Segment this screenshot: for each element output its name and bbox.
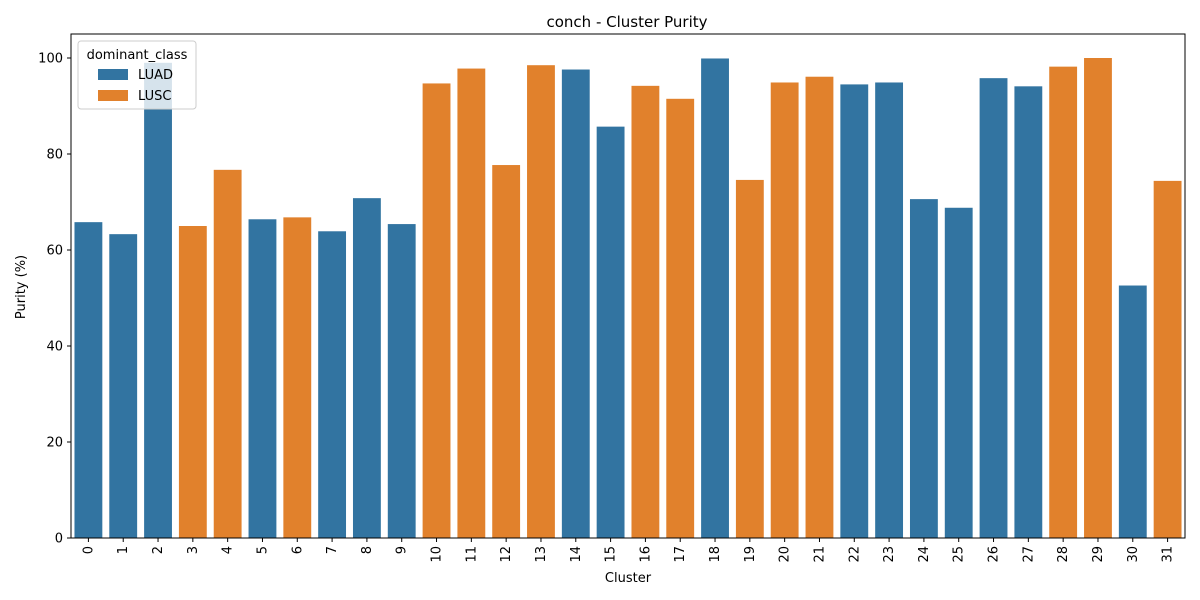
bar-cluster-6 <box>283 217 312 539</box>
bar-cluster-7 <box>318 231 347 538</box>
bars-layer <box>74 58 1182 539</box>
x-tick-label: 13 <box>534 546 549 563</box>
bar-cluster-20 <box>770 82 799 538</box>
x-tick-label: 0 <box>81 546 96 554</box>
bar-cluster-24 <box>909 199 938 538</box>
x-tick-label: 12 <box>499 546 514 563</box>
x-axis-label: Cluster <box>605 571 652 586</box>
bar-cluster-16 <box>631 85 660 538</box>
bar-cluster-22 <box>840 84 869 539</box>
x-tick-label: 16 <box>638 546 653 563</box>
bar-cluster-28 <box>1049 66 1078 538</box>
x-tick-label: 7 <box>325 546 340 554</box>
y-tick-label: 0 <box>55 532 63 547</box>
x-tick-label: 24 <box>917 546 932 563</box>
bar-cluster-30 <box>1118 285 1147 538</box>
bar-cluster-14 <box>561 69 590 539</box>
x-tick-label: 10 <box>430 546 445 563</box>
y-tick-label: 20 <box>46 436 63 451</box>
bar-cluster-23 <box>875 82 904 538</box>
y-tick-label: 60 <box>46 244 63 259</box>
bar-cluster-29 <box>1084 58 1112 538</box>
bar-cluster-31 <box>1153 180 1182 538</box>
x-tick-label: 15 <box>604 546 619 563</box>
x-tick-label: 31 <box>1161 546 1176 563</box>
x-tick-label: 28 <box>1056 546 1071 563</box>
x-tick-label: 22 <box>847 546 862 563</box>
x-tick-label: 18 <box>708 546 723 563</box>
x-tick-label: 5 <box>255 546 270 554</box>
x-tick-label: 11 <box>464 546 479 563</box>
bar-cluster-5 <box>248 219 277 538</box>
bar-cluster-13 <box>527 65 555 538</box>
bar-cluster-26 <box>979 78 1008 538</box>
bar-cluster-2 <box>144 62 172 539</box>
bar-cluster-4 <box>213 169 242 538</box>
x-tick-label: 23 <box>882 546 897 563</box>
bar-cluster-10 <box>422 83 451 538</box>
bar-cluster-9 <box>387 224 416 538</box>
x-tick-label: 26 <box>987 546 1002 563</box>
bar-cluster-21 <box>805 76 834 538</box>
x-tick-label: 25 <box>952 546 967 563</box>
y-tick-label: 100 <box>38 52 63 67</box>
legend-label-luad: LUAD <box>138 68 173 83</box>
x-tick-label: 9 <box>395 546 410 554</box>
x-tick-label: 30 <box>1126 546 1141 563</box>
x-tick-label: 27 <box>1021 546 1036 563</box>
legend-swatch-luad <box>98 69 128 80</box>
bar-cluster-17 <box>666 98 695 539</box>
x-tick-label: 29 <box>1091 546 1106 563</box>
x-tick-label: 4 <box>221 546 236 554</box>
bar-cluster-25 <box>944 207 973 538</box>
bar-cluster-15 <box>596 126 625 538</box>
x-tick-label: 2 <box>151 546 166 554</box>
legend-swatch-lusc <box>98 90 128 101</box>
bar-cluster-11 <box>457 68 486 538</box>
chart-title: conch - Cluster Purity <box>546 13 707 31</box>
x-tick-label: 17 <box>673 546 688 563</box>
bar-cluster-8 <box>352 198 381 538</box>
bar-cluster-19 <box>735 179 764 539</box>
y-tick-label: 80 <box>46 148 63 163</box>
x-tick-label: 6 <box>290 546 305 554</box>
legend-title: dominant_class <box>87 48 188 63</box>
legend: dominant_class LUAD LUSC <box>77 40 197 110</box>
x-tick-label: 14 <box>569 546 584 563</box>
bar-cluster-1 <box>109 234 138 538</box>
x-tick-label: 1 <box>116 546 131 554</box>
y-tick-label: 40 <box>46 340 63 355</box>
bar-cluster-0 <box>74 222 103 538</box>
plot-frame <box>70 33 1186 539</box>
x-tick-label: 21 <box>812 546 827 563</box>
bar-cluster-12 <box>492 165 521 539</box>
bar-cluster-18 <box>701 58 729 538</box>
bar-cluster-3 <box>178 226 207 538</box>
bar-cluster-27 <box>1014 86 1043 538</box>
x-tick-label: 19 <box>743 546 758 563</box>
axes-layer: 0 1 2 3 4 5 6 7 8 9 10 11 12 13 14 15 16 17 18 19 20 21 22 23 24… <box>38 33 1186 563</box>
legend-label-lusc: LUSC <box>138 89 171 104</box>
x-tick-label: 20 <box>778 546 793 563</box>
y-axis-label: Purity (%) <box>14 255 29 319</box>
x-tick-label: 8 <box>360 546 375 554</box>
x-tick-label: 3 <box>186 546 201 554</box>
